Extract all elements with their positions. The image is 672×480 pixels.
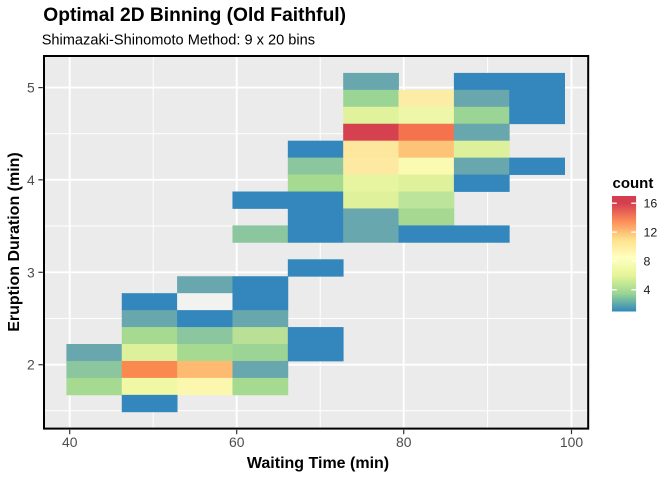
svg-text:3: 3: [27, 264, 35, 280]
svg-text:Waiting Time (min): Waiting Time (min): [247, 455, 389, 472]
svg-text:4: 4: [644, 283, 651, 297]
svg-text:80: 80: [396, 434, 412, 450]
svg-text:Shimazaki-Shinomoto Method: 9: Shimazaki-Shinomoto Method: 9 x 20 bins: [42, 32, 315, 48]
svg-text:Optimal 2D Binning (Old Faithf: Optimal 2D Binning (Old Faithful): [43, 5, 346, 26]
svg-text:60: 60: [229, 434, 245, 450]
svg-text:40: 40: [62, 434, 78, 450]
svg-text:100: 100: [560, 434, 583, 450]
svg-text:4: 4: [27, 172, 35, 188]
svg-text:5: 5: [27, 80, 35, 96]
svg-text:16: 16: [644, 197, 658, 211]
svg-text:count: count: [613, 175, 654, 192]
svg-text:8: 8: [644, 254, 651, 268]
svg-text:Eruption Duration (min): Eruption Duration (min): [6, 152, 23, 332]
svg-text:2: 2: [27, 357, 35, 373]
svg-text:12: 12: [644, 226, 658, 240]
